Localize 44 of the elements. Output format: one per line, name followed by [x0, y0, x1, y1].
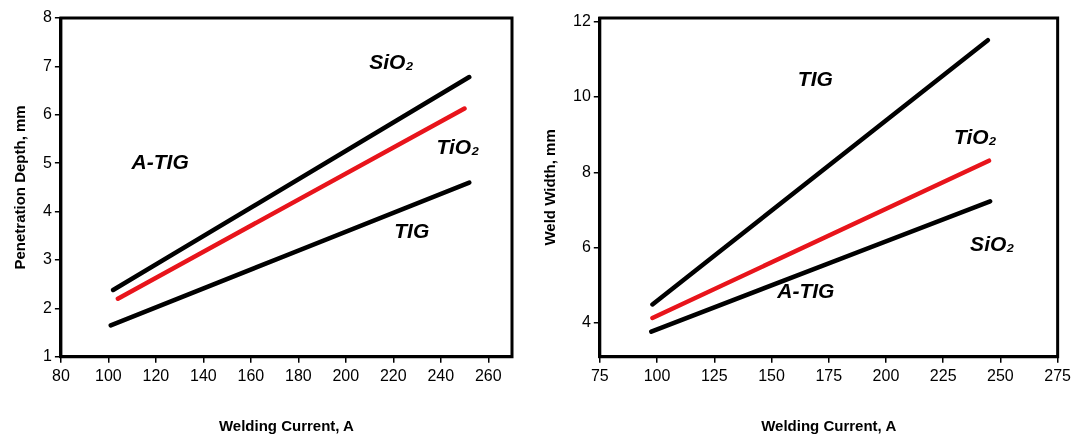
series-label: TIG: [394, 219, 430, 243]
y-tick-label: 4: [581, 313, 591, 331]
x-tick-label: 200: [872, 366, 900, 384]
x-tick-label: 275: [1044, 366, 1072, 384]
x-tick-label: 225: [929, 366, 957, 384]
x-tick-label: 220: [379, 366, 407, 384]
text: TIG: [797, 67, 833, 91]
y-tick-label: 6: [42, 105, 52, 123]
series-label: SiO₂: [970, 232, 1015, 256]
x-tick-label: 100: [95, 366, 122, 384]
y-tick-label: 8: [581, 162, 591, 180]
y-tick-label: 12: [573, 12, 591, 30]
x-tick-label: 260: [474, 366, 502, 384]
x-tick-label: 100: [643, 366, 671, 384]
y-axis-title: Weld Width, mm: [541, 129, 559, 246]
series-label: TiO₂: [953, 125, 997, 149]
x-tick-label: 140: [190, 366, 217, 384]
x-tick-label: 125: [700, 366, 728, 384]
y-tick-label: 4: [42, 202, 52, 220]
y-tick-label: 7: [42, 56, 52, 74]
x-tick-label: 250: [987, 366, 1014, 384]
x-tick-label: 240: [427, 366, 455, 384]
x-axis-title: Welding Current, A: [761, 417, 897, 435]
y-tick-label: 6: [581, 238, 591, 256]
x-tick-label: 150: [758, 366, 785, 384]
series-label: SiO₂: [369, 49, 414, 73]
y-tick-label: 3: [42, 250, 52, 268]
series-label: TiO₂: [436, 135, 480, 159]
x-axis-title: Welding Current, A: [218, 417, 355, 435]
annotation: A-TIG: [776, 279, 835, 303]
x-tick-label: 80: [52, 366, 70, 384]
annotation: A-TIG: [130, 150, 189, 174]
x-tick-label: 120: [142, 366, 170, 384]
y-tick-label: 5: [42, 153, 52, 171]
x-tick-label: 160: [237, 366, 265, 384]
x-tick-label: 180: [284, 366, 312, 384]
y-axis-title: Penetration Depth, mm: [11, 105, 29, 270]
x-tick-label: 75: [590, 366, 609, 384]
y-tick-label: 2: [42, 298, 52, 316]
x-tick-label: 200: [332, 366, 360, 384]
y-tick-label: 1: [42, 347, 52, 365]
y-tick-label: 10: [573, 87, 591, 105]
x-tick-label: 175: [815, 366, 843, 384]
y-tick-label: 8: [42, 8, 52, 26]
